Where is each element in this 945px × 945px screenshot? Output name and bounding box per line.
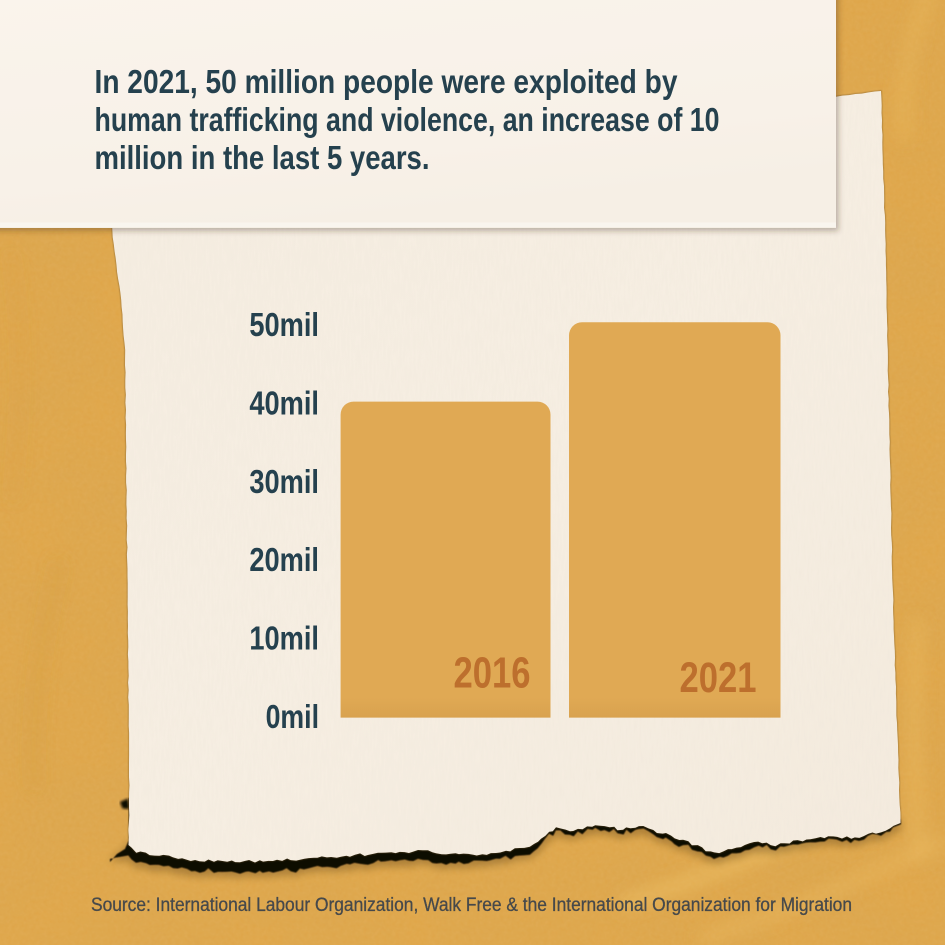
svg-text:In 2021, 50 million people wer: In 2021, 50 million people were exploite…: [95, 64, 678, 101]
svg-text:2016: 2016: [454, 648, 531, 697]
svg-text:0mil: 0mil: [266, 698, 319, 735]
svg-text:2021: 2021: [680, 655, 757, 702]
svg-text:human trafficking and violence: human trafficking and violence, an incre…: [95, 102, 720, 139]
svg-text:million in the last 5 years.: million in the last 5 years.: [95, 140, 430, 177]
svg-text:10mil: 10mil: [249, 620, 319, 657]
svg-text:30mil: 30mil: [249, 463, 319, 500]
svg-text:50mil: 50mil: [249, 306, 319, 343]
svg-text:40mil: 40mil: [249, 384, 319, 421]
svg-text:Source: International Labour O: Source: International Labour Organizatio…: [91, 895, 852, 916]
svg-text:20mil: 20mil: [249, 541, 319, 578]
